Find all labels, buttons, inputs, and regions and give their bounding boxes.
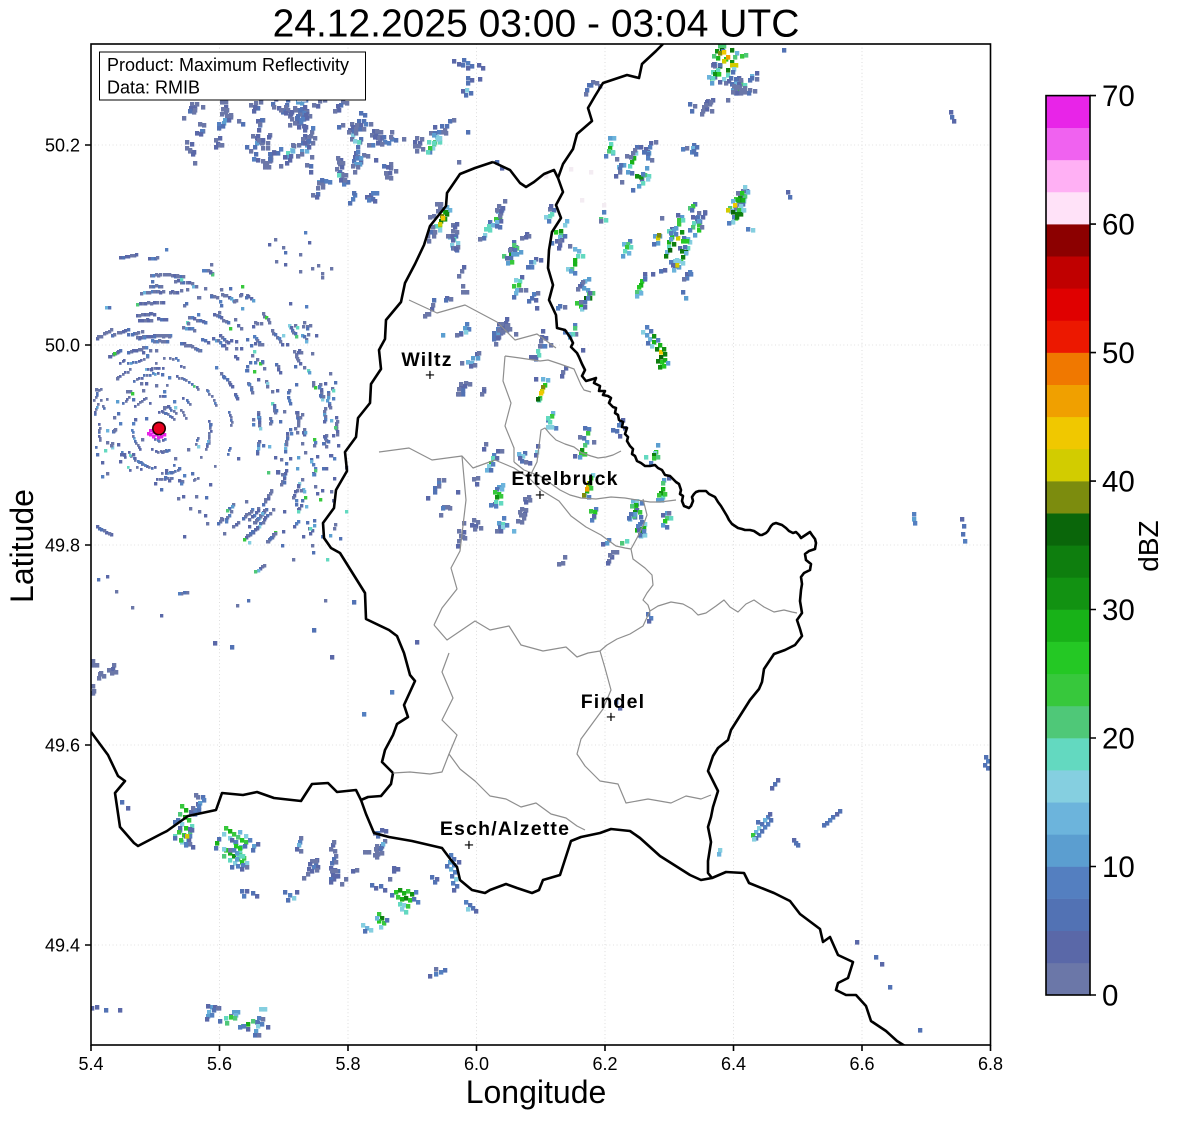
svg-text:5.8: 5.8: [335, 1054, 360, 1074]
svg-text:70: 70: [1102, 80, 1135, 113]
svg-text:49.8: 49.8: [45, 536, 80, 556]
svg-text:40: 40: [1102, 466, 1135, 499]
svg-text:49.4: 49.4: [45, 936, 80, 956]
svg-text:+: +: [535, 486, 545, 505]
svg-text:50.0: 50.0: [45, 336, 80, 356]
svg-text:6.8: 6.8: [978, 1054, 1003, 1074]
svg-text:dBZ: dBZ: [1133, 520, 1164, 571]
svg-text:49.6: 49.6: [45, 736, 80, 756]
svg-text:+: +: [606, 708, 616, 727]
svg-text:6.0: 6.0: [464, 1054, 489, 1074]
svg-text:Latitude: Latitude: [4, 489, 40, 603]
svg-text:5.4: 5.4: [78, 1054, 103, 1074]
svg-text:0: 0: [1102, 980, 1118, 1013]
svg-text:20: 20: [1102, 723, 1135, 756]
svg-text:Esch/Alzette: Esch/Alzette: [440, 818, 570, 840]
svg-text:Ettelbruck: Ettelbruck: [511, 468, 618, 490]
svg-text:50: 50: [1102, 337, 1135, 370]
svg-text:6.4: 6.4: [721, 1054, 746, 1074]
svg-text:5.6: 5.6: [207, 1054, 232, 1074]
svg-text:Findel: Findel: [581, 691, 646, 713]
svg-text:Data: RMIB: Data: RMIB: [107, 78, 200, 98]
svg-text:6.6: 6.6: [849, 1054, 874, 1074]
svg-text:30: 30: [1102, 594, 1135, 627]
svg-text:Longitude: Longitude: [466, 1074, 607, 1110]
svg-text:60: 60: [1102, 209, 1135, 242]
svg-text:50.2: 50.2: [45, 136, 80, 156]
svg-text:+: +: [425, 366, 435, 385]
svg-text:10: 10: [1102, 851, 1135, 884]
svg-text:+: +: [464, 836, 474, 855]
svg-text:Product: Maximum Reflectivity: Product: Maximum Reflectivity: [107, 55, 349, 75]
svg-text:Wiltz: Wiltz: [401, 349, 452, 371]
svg-text:6.2: 6.2: [592, 1054, 617, 1074]
svg-text:24.12.2025 03:00 - 03:04 UTC: 24.12.2025 03:00 - 03:04 UTC: [273, 3, 800, 46]
